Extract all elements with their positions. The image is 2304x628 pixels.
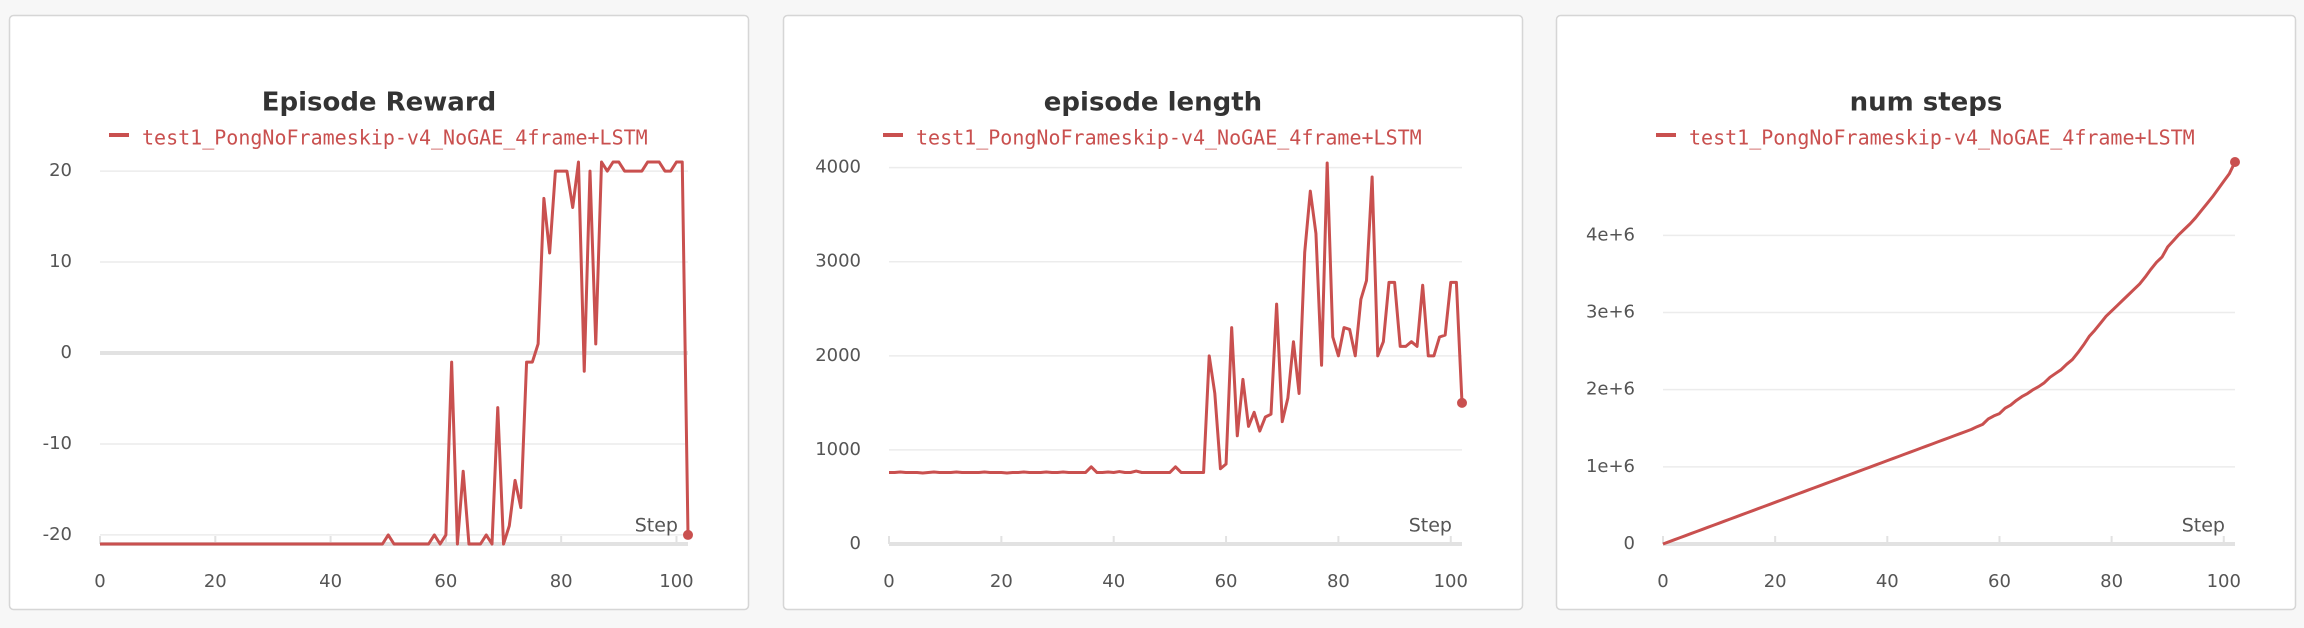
x-tick-label: 20 [990,571,1013,592]
x-tick-label: 40 [1876,571,1899,592]
legend-label: test1_PongNoFrameskip-v4_NoGAE_4frame+LS… [916,126,1422,150]
chart-title: Episode Reward [262,88,497,118]
y-tick-label: -20 [43,524,72,545]
chart-title: episode length [1044,88,1262,118]
panel-background [782,14,1524,611]
y-tick-label: 0 [61,342,72,363]
y-tick-label: 3000 [815,251,861,272]
chart-panel: num steps 0 1e+6 2e+6 3e+6 4e+6 0 20 40 60 80 100 St… [1555,14,2297,611]
panel-background [8,14,750,611]
x-tick-label: 80 [1327,571,1350,592]
x-tick-label: 80 [2100,571,2123,592]
x-axis-label: Step [635,515,678,537]
x-tick-label: 0 [94,571,105,592]
chart-panel: episode length 0 1000 2000 3000 4000 0 20 40 60 80… [782,14,1524,611]
series-line [1662,161,2237,546]
y-tick-label: 4000 [815,157,861,178]
x-tick-label: 0 [883,571,894,592]
end-marker [2230,157,2240,167]
x-tick-label: 60 [1988,571,2011,592]
x-tick-label: 60 [434,571,457,592]
series-line [889,161,1464,475]
x-axis-label: Step [2182,515,2225,537]
x-tick-label: 100 [659,571,693,592]
x-tick-label: 100 [1434,571,1468,592]
legend-label: test1_PongNoFrameskip-v4_NoGAE_4frame+LS… [1689,126,2195,150]
x-tick-label: 20 [204,571,227,592]
x-tick-label: 100 [2207,571,2241,592]
series-line [100,160,690,546]
legend-label: test1_PongNoFrameskip-v4_NoGAE_4frame+LS… [142,126,648,150]
x-tick-label: 60 [1215,571,1238,592]
y-tick-label: 3e+6 [1586,301,1635,322]
y-tick-label: 1000 [815,439,861,460]
x-tick-label: 40 [319,571,342,592]
y-tick-label: 4e+6 [1586,224,1635,245]
y-tick-label: 2000 [815,345,861,366]
y-tick-label: 2e+6 [1586,379,1635,400]
y-tick-label: 0 [850,533,861,554]
chart-panel: Episode Reward -20 -10 0 10 20 0 20 40 60 80 100 Ste… [8,14,750,611]
end-marker [1457,397,1467,408]
x-axis-label: Step [1409,515,1452,537]
chart-title: num steps [1850,88,2003,118]
y-tick-label: 10 [49,251,72,272]
x-tick-label: 20 [1764,571,1787,592]
y-tick-label: 0 [1624,533,1635,554]
x-tick-label: 40 [1102,571,1125,592]
end-marker [683,529,693,540]
y-tick-label: 1e+6 [1586,456,1635,477]
y-tick-label: 20 [49,160,72,181]
x-tick-label: 80 [550,571,573,592]
y-tick-label: -10 [43,433,72,454]
x-tick-label: 0 [1657,571,1668,592]
